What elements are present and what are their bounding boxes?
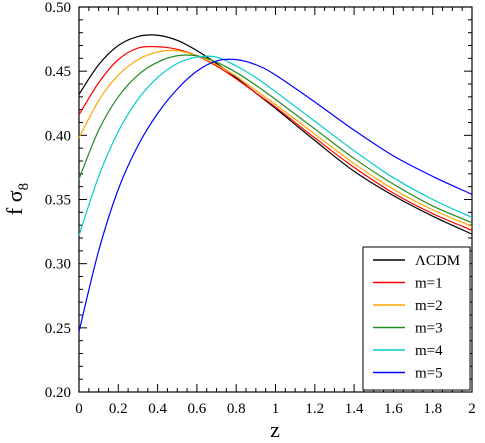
x-tick-label: 0.8 [227,401,246,417]
legend-label: m=2 [415,298,443,314]
legend: ΛCDM m=1 m=2 m=3 m=4 m=5 [362,246,471,391]
x-tick-label: 0 [75,401,83,417]
y-tick-label: 0.25 [45,321,71,337]
y-axis-label: f σ8 [2,183,32,215]
series-line [78,55,473,236]
legend-label: m=1 [415,276,443,292]
series-line [78,58,473,332]
y-tick-label: 0.45 [45,64,71,80]
legend-label: m=4 [415,343,443,359]
x-tick-label: 1.2 [305,401,324,417]
x-tick-label: 1.4 [345,401,364,417]
y-tick-label: 0.30 [45,257,71,273]
x-tick-label: 0.2 [109,401,128,417]
x-tick-label: 1.6 [384,401,403,417]
series-line [78,49,473,228]
legend-label: m=3 [415,321,443,337]
y-tick-label: 0.50 [45,0,71,16]
y-tick-label: 0.35 [45,193,71,209]
x-axis-label: z [270,417,280,442]
legend-box [362,246,471,391]
legend-label: ΛCDM [415,253,460,269]
y-tick-label: 0.40 [45,128,71,144]
x-tick-label: 0.6 [188,401,207,417]
series-line [78,45,473,231]
x-tick-label: 2 [468,401,476,417]
x-tick-label: 0.4 [148,401,167,417]
series-line [78,54,473,224]
y-tick-label: 0.20 [45,385,71,401]
x-tick-label: 1.8 [423,401,442,417]
x-tick-label: 1 [272,401,280,417]
legend-label: m=5 [415,366,443,382]
